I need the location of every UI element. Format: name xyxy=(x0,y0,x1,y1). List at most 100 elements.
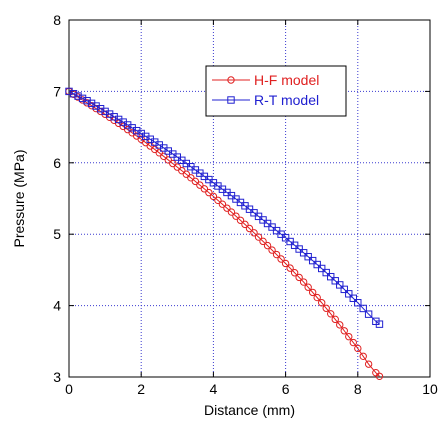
y-tick-label: 4 xyxy=(53,298,61,314)
x-tick-label: 8 xyxy=(354,381,362,397)
x-tick-label: 10 xyxy=(422,381,438,397)
data-point xyxy=(92,102,100,110)
data-point xyxy=(110,113,118,121)
data-point xyxy=(336,321,344,329)
data-point xyxy=(331,315,339,324)
data-point xyxy=(318,299,326,307)
data-point xyxy=(345,332,353,341)
data-point xyxy=(354,299,362,307)
legend-label-rt: R-T model xyxy=(254,92,319,108)
data-point xyxy=(250,229,258,237)
x-axis-label: Distance (mm) xyxy=(204,402,295,418)
data-point xyxy=(299,249,308,257)
data-point xyxy=(349,338,357,347)
data-point xyxy=(78,94,87,103)
data-point xyxy=(69,90,78,98)
data-point xyxy=(191,177,200,186)
data-point xyxy=(304,252,312,261)
legend: H-F model R-T model xyxy=(205,65,347,117)
data-point xyxy=(114,115,123,124)
data-point xyxy=(331,277,339,285)
data-point xyxy=(375,372,384,380)
data-point xyxy=(359,304,367,313)
data-point xyxy=(164,156,172,164)
data-point xyxy=(87,99,96,108)
data-point xyxy=(327,310,335,318)
y-tick-label: 6 xyxy=(53,155,61,171)
data-point xyxy=(254,233,263,241)
x-tick-label: 6 xyxy=(282,381,290,397)
data-point xyxy=(227,208,236,216)
data-point xyxy=(205,188,213,197)
data-point xyxy=(223,204,231,212)
data-point xyxy=(308,288,317,297)
data-point xyxy=(155,149,163,157)
data-point xyxy=(345,290,353,298)
data-point xyxy=(236,216,245,224)
data-point xyxy=(272,250,281,259)
y-tick-label: 3 xyxy=(53,369,61,385)
series-line xyxy=(68,90,380,377)
data-point xyxy=(182,170,191,178)
legend-marker-rt xyxy=(227,96,235,104)
data-point xyxy=(281,234,290,242)
data-point xyxy=(187,174,195,182)
data-point xyxy=(327,272,335,281)
axis-ticks: 0 2 4 6 8 10 3 4 5 6 7 8 xyxy=(53,12,438,397)
data-point xyxy=(105,110,114,118)
y-tick-label: 7 xyxy=(53,83,61,99)
data-point xyxy=(245,224,254,233)
data-point xyxy=(209,192,218,201)
y-tick-label: 5 xyxy=(53,226,61,242)
data-point xyxy=(313,293,321,302)
data-point xyxy=(101,107,109,116)
data-point xyxy=(295,245,303,253)
data-point xyxy=(83,96,91,105)
data-point xyxy=(200,185,209,193)
data-point xyxy=(299,278,308,286)
data-point xyxy=(336,281,344,289)
legend-box xyxy=(205,65,347,117)
data-point xyxy=(290,241,299,249)
data-point xyxy=(277,255,285,263)
x-tick-label: 0 xyxy=(65,381,73,397)
data-point xyxy=(349,294,357,302)
data-point xyxy=(232,212,240,220)
data-point xyxy=(169,159,177,168)
data-point xyxy=(178,166,186,175)
data-point xyxy=(218,200,227,208)
data-point xyxy=(375,320,384,328)
data-point xyxy=(160,152,168,161)
data-point xyxy=(281,259,290,268)
data-point xyxy=(290,269,299,277)
legend-marker-hf xyxy=(227,76,235,84)
data-point xyxy=(196,181,204,189)
data-point xyxy=(173,163,182,171)
data-point xyxy=(96,105,105,113)
series-group xyxy=(65,87,384,380)
data-point xyxy=(268,246,276,254)
data-point xyxy=(318,264,326,273)
data-point xyxy=(65,87,73,96)
plot-frame xyxy=(68,19,431,378)
data-point xyxy=(359,352,367,360)
series-hf xyxy=(65,87,384,380)
data-point xyxy=(340,285,348,294)
grid xyxy=(69,20,430,377)
data-point xyxy=(354,344,362,353)
y-axis-label: Pressure (MPa) xyxy=(11,149,27,247)
data-point xyxy=(308,256,317,265)
data-point xyxy=(295,273,303,282)
data-point xyxy=(259,237,267,246)
data-point xyxy=(340,327,348,335)
data-point xyxy=(304,283,312,291)
data-point xyxy=(286,264,294,272)
x-tick-label: 4 xyxy=(210,381,218,397)
data-point xyxy=(74,92,82,100)
data-point xyxy=(263,241,272,250)
data-point xyxy=(286,237,294,246)
x-tick-label: 2 xyxy=(137,381,145,397)
data-point xyxy=(364,360,373,368)
series-rt xyxy=(65,87,384,328)
